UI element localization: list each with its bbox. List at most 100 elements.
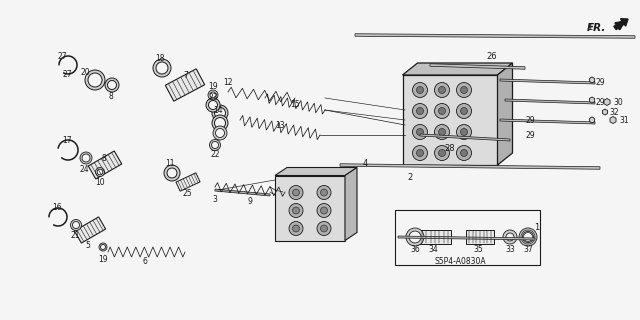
- Polygon shape: [345, 167, 357, 241]
- Circle shape: [80, 152, 92, 164]
- Text: 1: 1: [588, 22, 593, 31]
- Text: 5: 5: [86, 242, 90, 251]
- Polygon shape: [355, 34, 635, 38]
- Circle shape: [156, 62, 168, 74]
- Text: 1: 1: [534, 223, 540, 233]
- Text: 10: 10: [95, 178, 105, 187]
- Text: 23: 23: [208, 92, 218, 101]
- Circle shape: [213, 126, 227, 140]
- Circle shape: [413, 124, 428, 140]
- Polygon shape: [589, 77, 595, 83]
- Circle shape: [85, 70, 105, 90]
- Circle shape: [461, 129, 467, 135]
- Circle shape: [438, 86, 445, 93]
- Text: 3: 3: [212, 196, 218, 204]
- Text: 37: 37: [523, 245, 533, 254]
- Text: 20: 20: [80, 68, 90, 76]
- Circle shape: [72, 221, 79, 228]
- Text: 29: 29: [525, 116, 535, 124]
- Polygon shape: [88, 151, 122, 179]
- Circle shape: [317, 204, 331, 218]
- Text: 25: 25: [182, 188, 192, 197]
- Circle shape: [88, 73, 102, 87]
- Polygon shape: [610, 116, 616, 124]
- Polygon shape: [602, 109, 607, 115]
- Circle shape: [413, 83, 428, 98]
- Circle shape: [461, 86, 467, 93]
- Circle shape: [99, 243, 107, 251]
- Circle shape: [461, 108, 467, 115]
- Text: 13: 13: [275, 121, 285, 130]
- Circle shape: [97, 169, 103, 175]
- Circle shape: [317, 186, 331, 199]
- Polygon shape: [497, 63, 513, 165]
- Polygon shape: [215, 189, 270, 196]
- Text: 18: 18: [156, 53, 164, 62]
- Polygon shape: [604, 99, 610, 106]
- Text: 28: 28: [445, 143, 455, 153]
- Text: 29: 29: [595, 98, 605, 107]
- FancyArrow shape: [614, 19, 628, 30]
- Circle shape: [289, 204, 303, 218]
- Circle shape: [503, 230, 517, 244]
- Text: 7: 7: [184, 70, 188, 79]
- Text: 35: 35: [473, 245, 483, 254]
- Circle shape: [522, 231, 534, 243]
- Polygon shape: [176, 173, 200, 191]
- Circle shape: [409, 231, 421, 243]
- Circle shape: [438, 129, 445, 135]
- Bar: [403, 75, 497, 165]
- Text: 30: 30: [613, 98, 623, 107]
- Text: 19: 19: [98, 254, 108, 263]
- Circle shape: [406, 228, 424, 246]
- Circle shape: [438, 149, 445, 156]
- Text: 21: 21: [70, 231, 80, 241]
- Text: 14: 14: [213, 106, 223, 115]
- Circle shape: [289, 186, 303, 199]
- Polygon shape: [589, 117, 595, 123]
- Text: 36: 36: [410, 245, 420, 254]
- Circle shape: [417, 129, 424, 135]
- Circle shape: [519, 228, 537, 246]
- Polygon shape: [420, 134, 510, 141]
- Circle shape: [456, 83, 472, 98]
- Circle shape: [209, 100, 218, 109]
- Circle shape: [214, 108, 225, 118]
- Text: 24: 24: [79, 164, 89, 173]
- Text: 15: 15: [290, 100, 300, 108]
- Text: FR.: FR.: [587, 23, 606, 33]
- Text: 8: 8: [102, 154, 106, 163]
- Text: 17: 17: [62, 135, 72, 145]
- Circle shape: [317, 221, 331, 236]
- Circle shape: [413, 146, 428, 161]
- Polygon shape: [430, 64, 525, 69]
- Circle shape: [461, 149, 467, 156]
- Circle shape: [100, 244, 106, 250]
- Text: 34: 34: [428, 245, 438, 254]
- Circle shape: [438, 108, 445, 115]
- Circle shape: [108, 81, 116, 90]
- Polygon shape: [500, 119, 595, 124]
- Text: 31: 31: [619, 116, 629, 124]
- Circle shape: [153, 59, 171, 77]
- Polygon shape: [165, 69, 205, 101]
- Circle shape: [105, 78, 119, 92]
- Polygon shape: [403, 63, 513, 75]
- Text: 11: 11: [165, 158, 175, 167]
- Text: 29: 29: [525, 131, 535, 140]
- Circle shape: [435, 103, 449, 118]
- Circle shape: [456, 103, 472, 118]
- Text: 32: 32: [609, 108, 619, 116]
- Text: 16: 16: [52, 204, 62, 212]
- Circle shape: [289, 221, 303, 236]
- Polygon shape: [340, 164, 600, 169]
- Circle shape: [210, 92, 216, 98]
- Text: 6: 6: [143, 258, 147, 267]
- Circle shape: [417, 108, 424, 115]
- Circle shape: [435, 83, 449, 98]
- Text: 8: 8: [109, 92, 113, 100]
- Circle shape: [435, 124, 449, 140]
- Circle shape: [208, 90, 218, 100]
- Circle shape: [292, 189, 300, 196]
- Bar: [395, 210, 540, 265]
